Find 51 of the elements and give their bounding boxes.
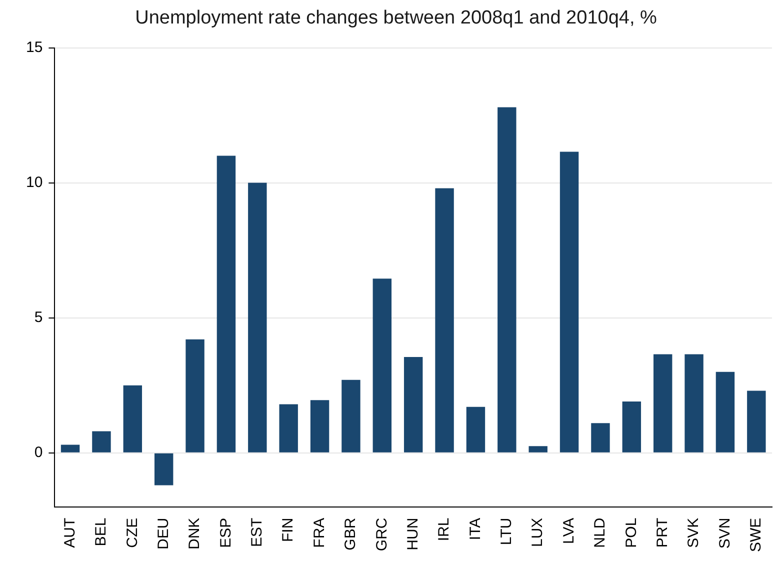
x-tick-label: EST xyxy=(248,518,266,548)
y-tick-label: 15 xyxy=(26,38,43,56)
x-tick-label: DNK xyxy=(186,518,204,550)
bar xyxy=(747,390,766,452)
bar xyxy=(684,354,704,452)
x-tick-label: ITA xyxy=(466,518,484,540)
x-tick-label: DEU xyxy=(154,518,172,550)
x-tick-label: LVA xyxy=(560,518,578,544)
x-tick-label: GRC xyxy=(373,518,390,552)
x-tick-label: PRT xyxy=(654,518,671,548)
bar xyxy=(404,356,423,452)
bar xyxy=(342,380,360,452)
x-tick-label: GBR xyxy=(342,518,360,550)
bar xyxy=(435,188,454,452)
bar xyxy=(716,372,735,452)
x-tick-label: IRL xyxy=(436,518,453,542)
y-tick-label: 5 xyxy=(34,308,43,326)
x-tick-label: POL xyxy=(622,518,640,548)
x-tick-label: NLD xyxy=(592,518,609,548)
bar xyxy=(528,446,548,452)
bar xyxy=(186,339,204,452)
bar xyxy=(92,431,111,452)
x-tick-label: FRA xyxy=(310,518,328,548)
bar xyxy=(216,156,236,452)
bar xyxy=(279,404,298,452)
bar xyxy=(653,354,672,452)
x-tick-label: SVN xyxy=(716,518,734,549)
x-tick-label: HUN xyxy=(404,518,422,550)
bar xyxy=(591,423,610,452)
bar xyxy=(560,152,579,452)
bar xyxy=(248,182,267,452)
x-tick-label: AUT xyxy=(61,518,78,548)
bar xyxy=(372,278,392,452)
x-tick-label: FIN xyxy=(280,518,297,542)
y-tick-label: 10 xyxy=(26,174,43,191)
bar xyxy=(622,402,642,452)
x-tick-label: SWE xyxy=(748,518,765,552)
x-tick-label: LUX xyxy=(529,518,546,548)
bar xyxy=(310,400,330,452)
y-tick-label: 0 xyxy=(34,444,43,461)
bar xyxy=(60,444,80,452)
x-tick-label: CZE xyxy=(124,518,141,548)
bar xyxy=(498,107,516,452)
bar xyxy=(123,385,142,452)
chart-title: Unemployment rate changes between 2008q1 and 2010q4, % xyxy=(135,8,658,29)
x-tick-label: ESP xyxy=(217,518,234,548)
x-tick-label: LTU xyxy=(498,518,516,546)
x-tick-label: BEL xyxy=(92,518,110,546)
x-tick-label: SVK xyxy=(685,518,702,548)
bar xyxy=(466,406,486,452)
bar xyxy=(154,453,174,486)
